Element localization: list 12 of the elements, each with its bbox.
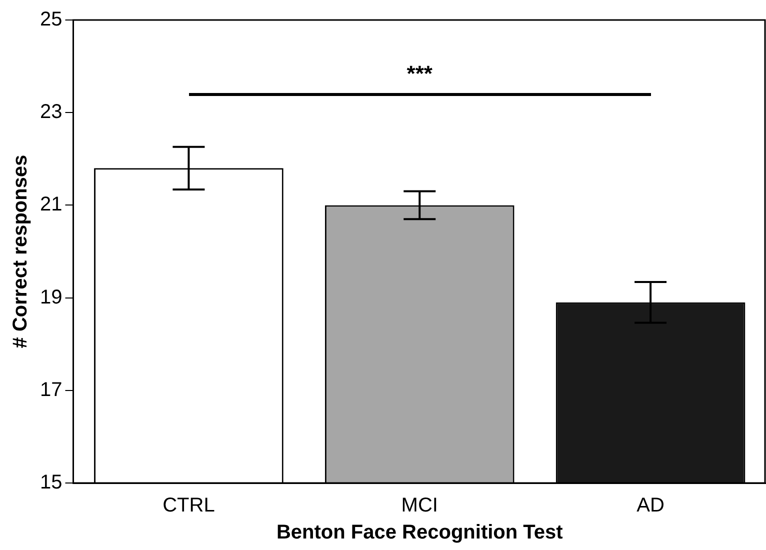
y-axis-title: # Correct responses [10,154,32,348]
y-tick-label: 19 [40,286,62,308]
x-tick-label: AD [636,494,664,517]
y-tick-label: 15 [40,472,62,494]
y-tick-label: 23 [40,101,62,124]
x-tick-label: CTRL [162,494,215,517]
x-tick-label: MCI [401,494,438,517]
y-tick-label: 21 [40,194,62,216]
annotation: *** [406,61,433,86]
x-axis-title: Benton Face Recognition Test [276,522,564,544]
y-tick-label: 25 [40,8,62,31]
y-tick-label: 17 [40,378,62,401]
